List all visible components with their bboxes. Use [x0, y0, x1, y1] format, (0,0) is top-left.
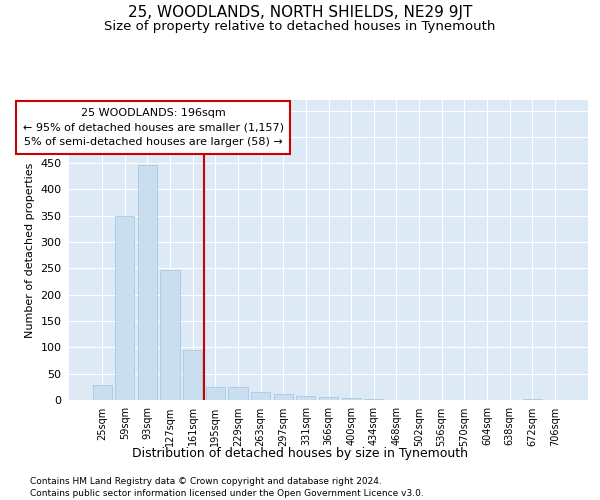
Bar [206, 387, 225, 400]
Bar [138, 164, 157, 400]
Bar [251, 392, 270, 400]
Y-axis label: Number of detached properties: Number of detached properties [25, 162, 35, 338]
Text: Contains public sector information licensed under the Open Government Licence v3: Contains public sector information licen… [30, 489, 424, 498]
Bar [115, 216, 134, 400]
Text: Size of property relative to detached houses in Tynemouth: Size of property relative to detached ho… [104, 20, 496, 33]
Text: Distribution of detached houses by size in Tynemouth: Distribution of detached houses by size … [132, 448, 468, 460]
Bar [319, 398, 338, 400]
Text: Contains HM Land Registry data © Crown copyright and database right 2024.: Contains HM Land Registry data © Crown c… [30, 478, 382, 486]
Bar [341, 398, 361, 400]
Bar [183, 350, 202, 400]
Bar [296, 396, 316, 400]
Text: 25, WOODLANDS, NORTH SHIELDS, NE29 9JT: 25, WOODLANDS, NORTH SHIELDS, NE29 9JT [128, 5, 472, 20]
Bar [274, 394, 293, 400]
Bar [160, 270, 180, 400]
Bar [229, 387, 248, 400]
Bar [92, 386, 112, 400]
Text: 25 WOODLANDS: 196sqm
← 95% of detached houses are smaller (1,157)
5% of semi-det: 25 WOODLANDS: 196sqm ← 95% of detached h… [23, 108, 284, 148]
